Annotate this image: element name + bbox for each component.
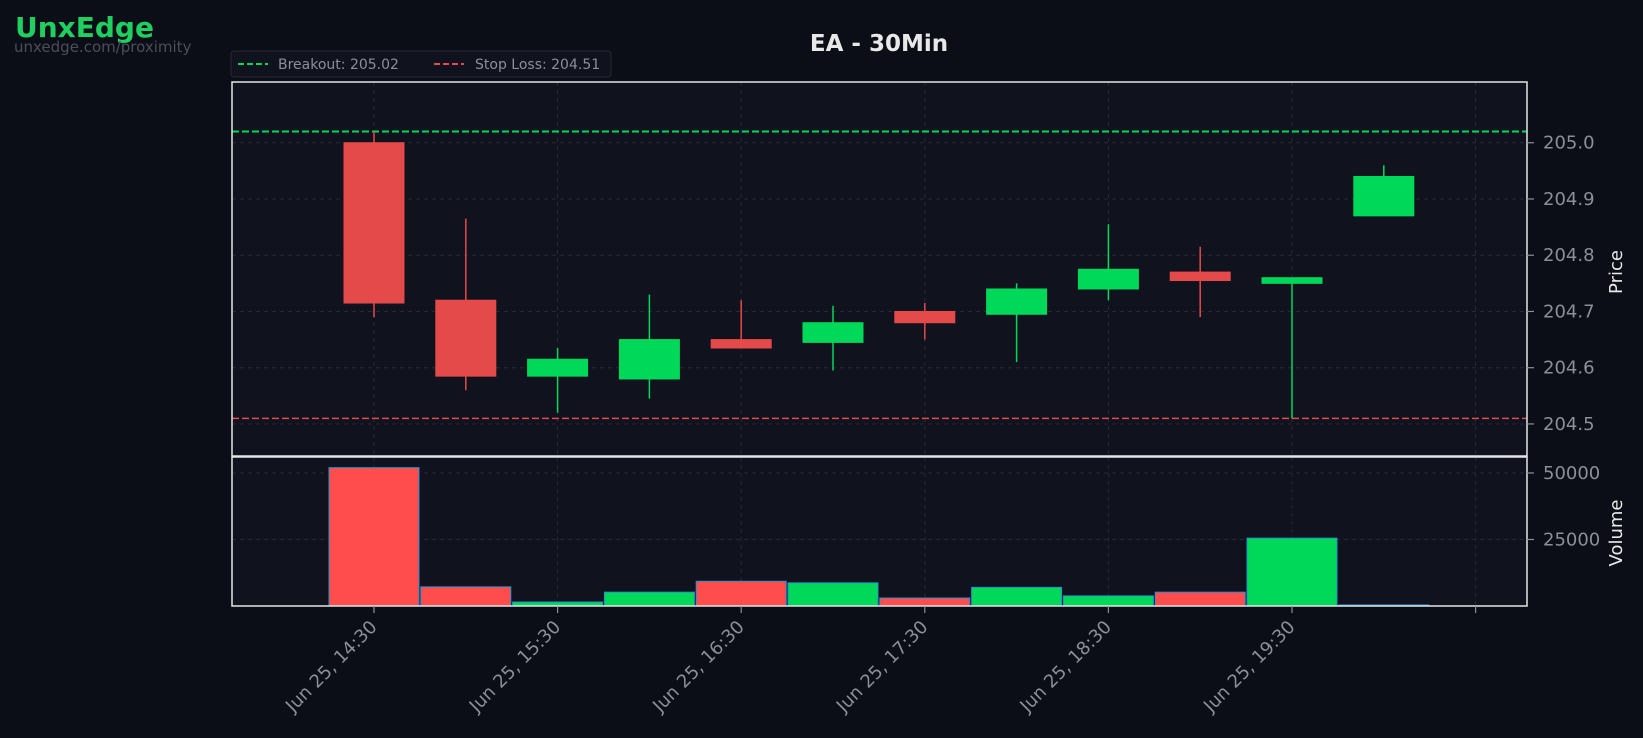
candle-body-up	[527, 358, 589, 377]
price-tick-label: 204.5	[1543, 414, 1595, 435]
candle-body-up	[618, 339, 680, 380]
legend-breakout-label: Breakout: 205.02	[278, 57, 399, 73]
volume-bar-down	[420, 586, 512, 606]
legend-stoploss-label: Stop Loss: 204.51	[475, 57, 600, 73]
brand-url: unxedge.com/proximity	[14, 38, 192, 56]
price-axis: 204.5 204.6 204.7 204.8 204.9 205.0	[1527, 133, 1595, 435]
price-panel	[232, 82, 1527, 456]
candle-body-up	[1353, 175, 1415, 217]
volume-bars	[328, 467, 1430, 606]
x-tick-label: Jun 25, 14:30	[281, 617, 381, 717]
candle-body-up	[1077, 268, 1139, 290]
candle-body-down	[894, 310, 956, 324]
x-tick-label: Jun 25, 18:30	[1015, 617, 1115, 717]
price-tick-label: 204.9	[1543, 189, 1595, 210]
volume-panel-border	[231, 456, 1528, 607]
candle-body-up	[802, 322, 864, 343]
candles	[343, 131, 1415, 419]
volume-axis-label: Volume	[1606, 500, 1627, 567]
candle-body-up	[1261, 277, 1323, 284]
candle-body-down	[710, 339, 772, 349]
volume-bar-up	[603, 591, 695, 606]
chart-title: EA - 30Min	[810, 31, 948, 57]
x-tick-label: Jun 25, 19:30	[1199, 617, 1299, 717]
x-tick-label: Jun 25, 15:30	[465, 617, 565, 717]
price-tick-label: 204.8	[1543, 245, 1595, 266]
level-lines	[232, 130, 1527, 420]
x-axis: Jun 25, 14:30 Jun 25, 15:30 Jun 25, 16:30 J…	[281, 606, 1477, 717]
legend: Breakout: 205.02 Stop Loss: 204.51	[230, 50, 612, 78]
legend-box	[230, 50, 612, 78]
volume-bar-down	[328, 467, 420, 606]
volume-bar-down	[879, 597, 971, 606]
price-tick-label: 204.6	[1543, 358, 1595, 379]
volume-bar-down	[1154, 591, 1246, 606]
volume-bar-up	[971, 586, 1063, 606]
price-tick-label: 205.0	[1543, 133, 1595, 154]
price-panel-border	[231, 81, 1528, 457]
candle-body-down	[435, 299, 497, 377]
candle-body-up	[986, 288, 1048, 315]
volume-bar-up	[1246, 537, 1338, 606]
brand-name: UnxEdge	[15, 11, 154, 44]
volume-axis: 25000 50000	[1527, 463, 1600, 550]
price-axis-label: Price	[1606, 250, 1627, 294]
x-tick-label: Jun 25, 16:30	[648, 617, 748, 717]
x-tick-label: Jun 25, 17:30	[832, 617, 932, 717]
volume-bar-up	[787, 582, 879, 606]
volume-tick-label: 50000	[1543, 463, 1600, 484]
candle-body-down	[1169, 271, 1231, 282]
candle-body-down	[343, 142, 405, 304]
price-tick-label: 204.7	[1543, 301, 1595, 322]
volume-bar-up	[1062, 595, 1154, 606]
volume-bar-down	[695, 580, 787, 606]
volume-tick-label: 25000	[1543, 529, 1600, 550]
